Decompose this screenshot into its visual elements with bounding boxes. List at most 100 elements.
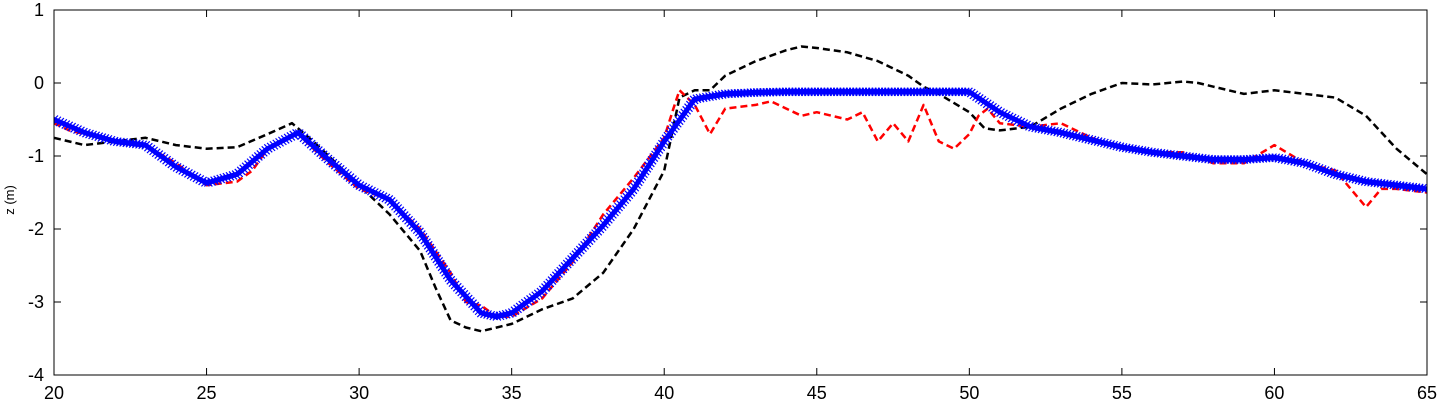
x-marker (97, 133, 107, 143)
x-marker (266, 142, 276, 152)
x-marker (871, 87, 881, 97)
x-marker (762, 87, 772, 97)
x-marker (416, 230, 426, 239)
plot-frame (53, 9, 1428, 376)
x-marker (637, 172, 647, 181)
x-marker (999, 109, 1008, 119)
x-marker (55, 117, 65, 127)
x-marker (823, 87, 833, 97)
x-marker (906, 87, 916, 97)
x-marker (138, 140, 148, 150)
x-marker (1226, 155, 1236, 165)
x-marker (887, 87, 897, 97)
x-marker (639, 169, 648, 179)
x-marker (225, 171, 235, 181)
x-marker (864, 87, 874, 97)
x-marker (982, 99, 992, 109)
x-marker (852, 87, 861, 97)
x-marker (778, 87, 788, 97)
x-marker (656, 142, 666, 152)
x-marker (1311, 162, 1321, 172)
x-marker (435, 259, 445, 269)
x-marker (1223, 155, 1233, 165)
x-marker (752, 88, 762, 97)
series-group (54, 45, 1427, 333)
x-marker (372, 189, 382, 199)
x-marker (807, 87, 817, 97)
x-marker (1232, 155, 1242, 165)
x-marker (893, 87, 903, 97)
x-marker (418, 232, 428, 242)
x-marker (935, 87, 945, 97)
x-marker (441, 267, 450, 277)
x-marker (874, 87, 884, 97)
x-marker (198, 176, 208, 186)
x-marker (420, 235, 430, 245)
x-marker (642, 163, 652, 173)
x-marker (1314, 163, 1324, 173)
x-marker (1299, 158, 1309, 168)
y-tick-label: -4 (28, 365, 44, 385)
x-marker (203, 178, 213, 187)
x-marker (689, 95, 699, 105)
x-marker (378, 192, 388, 202)
x-marker (912, 87, 922, 97)
x-marker (442, 270, 452, 280)
x-marker (210, 176, 219, 186)
x-marker (207, 177, 216, 187)
x-tick-label: 30 (349, 383, 369, 403)
x-marker (829, 87, 839, 97)
x-marker (630, 182, 640, 192)
x-marker (1421, 184, 1427, 194)
x-marker (974, 94, 984, 103)
x-marker (804, 87, 813, 97)
x-marker (985, 101, 995, 110)
x-marker (64, 121, 74, 131)
x-marker (839, 87, 849, 97)
x-marker (70, 123, 80, 133)
x-tick-label: 50 (959, 383, 979, 403)
x-marker (1207, 154, 1217, 164)
x-marker (957, 87, 967, 97)
x-tick-label: 55 (1112, 383, 1132, 403)
x-marker (358, 182, 368, 192)
x-marker (1264, 153, 1274, 163)
x-marker (855, 87, 865, 97)
x-marker (633, 177, 643, 187)
x-marker (364, 185, 373, 195)
x-marker (91, 131, 101, 141)
x-marker (649, 153, 659, 163)
x-marker (836, 87, 845, 97)
x-marker (954, 87, 964, 97)
x-marker (1001, 110, 1011, 120)
x-marker (355, 181, 365, 191)
x-marker (437, 262, 447, 272)
x-marker (192, 173, 202, 183)
x-marker (791, 87, 801, 97)
x-marker (1417, 183, 1427, 193)
y-tick-label: 1 (34, 0, 44, 20)
x-marker (932, 87, 941, 97)
x-marker (504, 309, 514, 318)
series-line-0 (54, 45, 1427, 333)
x-marker (654, 145, 664, 154)
x-marker (269, 140, 279, 150)
x-marker (928, 87, 938, 97)
x-marker (969, 90, 979, 100)
x-marker (58, 118, 68, 128)
x-marker (848, 87, 858, 97)
x-marker (845, 87, 855, 97)
x-marker (1326, 168, 1336, 178)
x-marker (816, 87, 826, 97)
x-marker (277, 136, 287, 146)
x-marker (219, 173, 229, 183)
x-marker (78, 127, 88, 137)
x-marker (169, 161, 179, 171)
x-marker (422, 238, 431, 248)
x-marker (759, 87, 769, 97)
x-marker (289, 130, 299, 140)
x-marker (925, 87, 935, 97)
x-marker (175, 164, 185, 174)
x-marker (972, 92, 981, 102)
